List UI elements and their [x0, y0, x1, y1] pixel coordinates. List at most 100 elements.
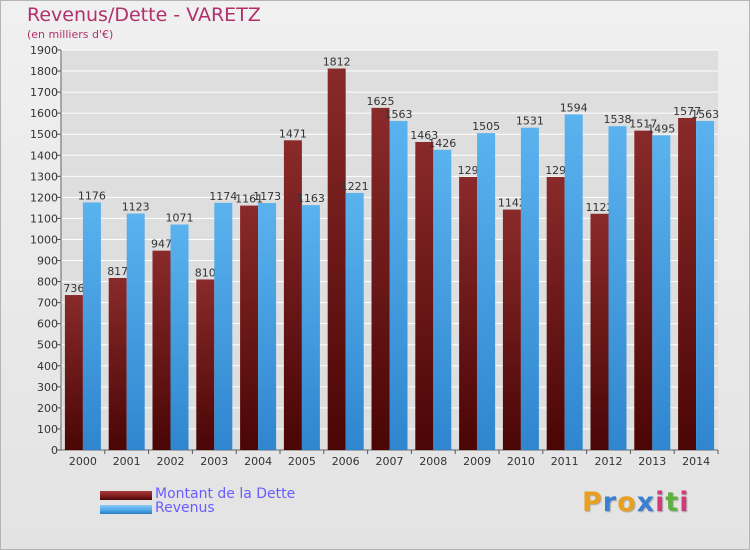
chart-title: Revenus/Dette - VARETZ: [27, 4, 261, 26]
bar-revenus: [301, 205, 320, 450]
y-tick-label: 600: [37, 318, 58, 331]
y-tick-label: 1200: [30, 191, 58, 204]
data-label-dette: 129: [545, 164, 566, 177]
y-tick-label: 1800: [30, 65, 58, 78]
logo-letter: o: [617, 487, 637, 518]
bar-revenus: [82, 202, 101, 450]
data-label-dette: 810: [195, 266, 216, 279]
bar-revenus: [214, 202, 233, 450]
logo-letter: t: [665, 487, 680, 518]
data-label-dette: 1463: [410, 129, 438, 142]
data-label-dette: 1517: [629, 118, 657, 131]
bar-revenus: [564, 114, 583, 450]
bar-dette: [152, 250, 171, 450]
x-tick-label: 2008: [419, 455, 447, 468]
data-label-dette: 1142: [498, 197, 526, 210]
data-label-revenus: 1176: [78, 189, 106, 202]
data-label-revenus: 1563: [385, 108, 413, 121]
bar-dette: [678, 118, 697, 450]
data-label-dette: 1625: [367, 95, 395, 108]
bar-dette: [371, 107, 390, 450]
y-tick-label: 800: [37, 276, 58, 289]
bar-dette: [502, 209, 521, 450]
data-label-revenus: 1594: [560, 101, 588, 114]
x-tick-label: 2004: [244, 455, 272, 468]
y-tick-label: 300: [37, 381, 58, 394]
y-tick-label: 1900: [30, 44, 58, 57]
x-tick-label: 2012: [595, 455, 623, 468]
data-label-dette: 1471: [279, 127, 307, 140]
bar-dette: [283, 140, 302, 450]
legend-label-revenus: Revenus: [155, 500, 215, 516]
y-tick-label: 900: [37, 255, 58, 268]
logo-letter: i: [679, 487, 690, 518]
x-tick-label: 2003: [200, 455, 228, 468]
data-label-dette: 1577: [673, 105, 701, 118]
logo-letter: P: [582, 487, 603, 518]
data-label-revenus: 1173: [253, 190, 281, 203]
bar-dette: [327, 68, 346, 451]
data-label-revenus: 1505: [472, 120, 500, 133]
data-label-dette: 817: [107, 265, 128, 278]
logo-letter: r: [602, 487, 618, 518]
x-tick-label: 2000: [69, 455, 97, 468]
bar-dette: [415, 142, 434, 450]
y-tick-label: 1300: [30, 170, 58, 183]
data-label-dette: 1161: [235, 193, 263, 206]
bar-revenus: [608, 126, 627, 451]
data-label-revenus: 1071: [166, 212, 194, 225]
y-tick-label: 1700: [30, 86, 58, 99]
y-tick-label: 400: [37, 360, 58, 373]
y-tick-label: 0: [51, 444, 58, 457]
chart-subtitle: (en milliers d'€): [27, 28, 114, 41]
y-tick-label: 700: [37, 297, 58, 310]
y-tick-label: 500: [37, 339, 58, 352]
x-tick-label: 2002: [157, 455, 185, 468]
bar-revenus: [433, 149, 452, 450]
data-label-dette: 1122: [586, 201, 614, 214]
x-tick-label: 2010: [507, 455, 535, 468]
data-label-revenus: 1426: [428, 137, 456, 150]
bar-dette: [64, 295, 83, 450]
x-tick-label: 2014: [682, 455, 710, 468]
y-tick-label: 1500: [30, 128, 58, 141]
data-label-revenus: 1531: [516, 115, 544, 128]
data-label-dette: 947: [151, 238, 172, 251]
bar-dette: [459, 176, 478, 450]
x-tick-label: 2009: [463, 455, 491, 468]
x-tick-label: 2013: [638, 455, 666, 468]
bar-revenus: [345, 192, 364, 450]
data-label-dette: 129: [458, 164, 479, 177]
bar-revenus: [696, 120, 715, 451]
data-label-revenus: 1174: [209, 190, 237, 203]
data-label-revenus: 1538: [604, 113, 632, 126]
x-tick-label: 2005: [288, 455, 316, 468]
data-label-revenus: 1495: [647, 122, 675, 135]
bar-revenus: [170, 224, 189, 450]
bar-dette: [546, 176, 565, 450]
y-tick-label: 1000: [30, 233, 58, 246]
legend-swatch-dette: [100, 491, 152, 500]
y-tick-label: 1600: [30, 107, 58, 120]
logo-letter: i: [655, 487, 666, 518]
bar-dette: [590, 213, 609, 450]
data-label-revenus: 1563: [691, 108, 719, 121]
bar-revenus: [258, 203, 277, 450]
proxiti-logo: Proxiti: [582, 487, 690, 518]
y-tick-label: 1100: [30, 212, 58, 225]
bar-revenus: [652, 135, 671, 450]
bar-dette: [634, 130, 653, 450]
data-label-dette: 1812: [323, 56, 351, 69]
bar-revenus: [477, 133, 496, 450]
x-tick-label: 2006: [332, 455, 360, 468]
legend-swatch-revenus: [100, 505, 152, 514]
data-label-dette: 736: [63, 282, 84, 295]
y-tick-label: 1400: [30, 149, 58, 162]
data-label-revenus: 1163: [297, 192, 325, 205]
x-tick-label: 2011: [551, 455, 579, 468]
data-label-revenus: 1123: [122, 201, 150, 214]
x-tick-label: 2001: [113, 455, 141, 468]
x-tick-label: 2007: [376, 455, 404, 468]
bar-revenus: [389, 120, 408, 451]
